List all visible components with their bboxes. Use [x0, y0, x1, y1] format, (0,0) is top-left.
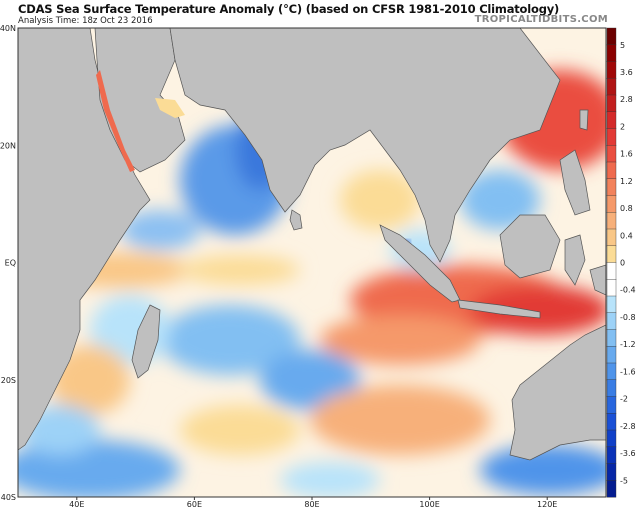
colorbar-label: 0 — [620, 259, 625, 268]
colorbar-segment — [606, 312, 617, 330]
colorbar-label: -0.4 — [620, 286, 636, 295]
colorbar-segment — [606, 379, 617, 397]
lat-label: 40N — [0, 24, 16, 33]
colorbar-segment — [606, 446, 617, 464]
colorbar-label: -2.8 — [620, 422, 636, 431]
land-masses — [18, 28, 606, 461]
lat-label: EQ — [5, 259, 16, 268]
colorbar-label: -1.6 — [620, 367, 636, 376]
map-title: CDAS Sea Surface Temperature Anomaly (°C… — [18, 2, 560, 16]
colorbar-label: 3.6 — [620, 68, 633, 77]
java — [457, 299, 541, 319]
red-sea — [96, 70, 135, 172]
borneo — [499, 214, 561, 279]
colorbar-segment — [606, 161, 617, 180]
colorbar-segment — [606, 413, 617, 431]
colorbar-label: -2 — [620, 395, 628, 404]
colorbar-label: 1.6 — [620, 150, 633, 159]
philippines — [559, 149, 591, 216]
colorbar-segment — [606, 429, 617, 448]
colorbar-segment — [606, 262, 617, 280]
asia-north — [169, 28, 561, 263]
colorbar-segment — [606, 94, 617, 113]
colorbar-label: 1.2 — [620, 177, 633, 186]
colorbar-segment — [606, 212, 617, 230]
colorbar-segment — [606, 346, 617, 364]
colorbar-label: -0.8 — [620, 313, 636, 322]
colorbar-segment — [606, 44, 617, 62]
new-guinea — [589, 264, 606, 296]
colorbar-label: 5 — [620, 41, 625, 50]
sulawesi — [564, 234, 586, 286]
colorbar-segment — [606, 329, 617, 347]
lon-label: 40E — [69, 500, 84, 509]
lon-label: 100E — [419, 500, 439, 509]
colorbar-label: 0.8 — [620, 204, 633, 213]
colorbar-segment — [606, 78, 617, 96]
sumatra — [379, 224, 461, 303]
colorbar-segment — [606, 128, 617, 146]
madagascar — [131, 304, 161, 379]
colorbar-segment — [606, 245, 617, 263]
lat-label: 40S — [1, 493, 16, 502]
taiwan — [579, 109, 589, 131]
colorbar-segment — [606, 111, 617, 129]
colorbar-segment — [606, 195, 617, 213]
colorbar-segment — [606, 480, 617, 498]
colorbar-segment — [606, 27, 617, 46]
persian-gulf — [155, 98, 185, 118]
colorbar-label: 2.8 — [620, 95, 633, 104]
sri-lanka — [289, 209, 303, 231]
colorbar-segment — [606, 61, 617, 79]
lat-label: 20N — [0, 141, 16, 150]
colorbar-segment — [606, 362, 617, 381]
lon-labels: 40E 60E 80E 100E 120E — [69, 497, 557, 509]
analysis-time: Analysis Time: 18z Oct 23 2016 — [18, 16, 153, 26]
colorbar-segment — [606, 295, 617, 314]
colorbar-segment — [606, 396, 617, 414]
lon-label: 60E — [187, 500, 202, 509]
australia — [509, 324, 606, 461]
lon-label: 120E — [537, 500, 557, 509]
lon-label: 80E — [304, 500, 319, 509]
colorbar-label: -5 — [620, 476, 628, 485]
colorbar-label: -1.2 — [620, 340, 636, 349]
colorbar-segment — [606, 145, 617, 163]
colorbar-label: 0.4 — [620, 231, 633, 240]
lat-labels: 40N 20N EQ 20S 40S — [0, 24, 16, 502]
lat-label: 20S — [1, 376, 16, 385]
colorbar-segment — [606, 279, 617, 297]
colorbar-segment — [606, 178, 617, 196]
brand-watermark: TROPICALTIDBITS.COM — [474, 14, 608, 25]
colorbar-label: 2 — [620, 122, 625, 131]
colorbar: 5 3.6 2.8 2 1.6 1.2 0.8 0.4 0 -0.4 -0.8 -1.2 -1.6 -2 -… — [606, 27, 636, 498]
colorbar-segment — [606, 228, 617, 247]
colorbar-label: -3.6 — [620, 449, 636, 458]
ocean-field — [18, 28, 606, 497]
colorbar-segment — [606, 463, 617, 481]
